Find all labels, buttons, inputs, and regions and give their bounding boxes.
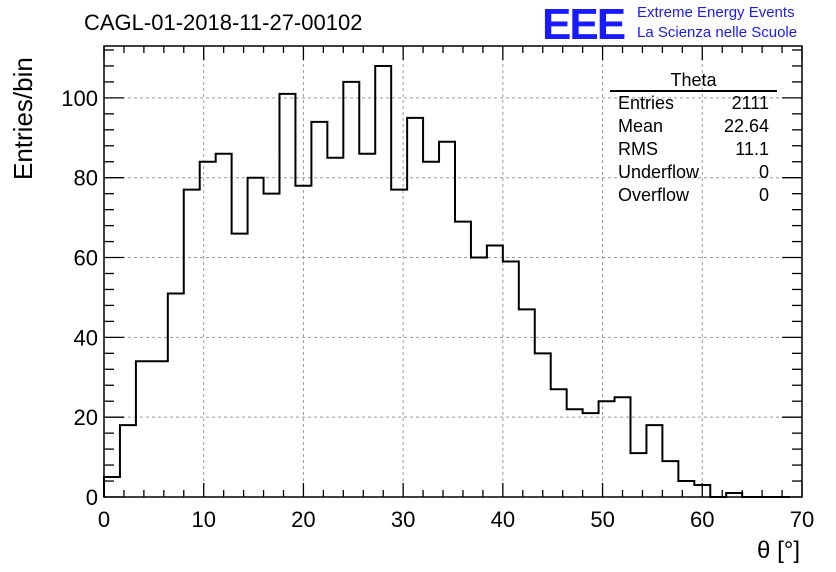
histogram-bin — [232, 234, 248, 497]
histogram-bin — [359, 154, 375, 497]
stats-label: Mean — [618, 116, 664, 136]
x-tick-label: 20 — [291, 507, 315, 532]
histogram-bin — [375, 66, 391, 497]
histogram-bin — [487, 246, 503, 497]
stats-value: 0 — [758, 162, 769, 182]
histogram-bin — [662, 461, 678, 497]
histogram-bin — [439, 142, 455, 497]
histogram-bin — [471, 258, 487, 497]
histogram-bin — [391, 190, 407, 497]
logo-caption: Extreme Energy Events La Scienza nelle S… — [637, 3, 797, 43]
y-tick-label: 40 — [74, 325, 98, 350]
stats-label: RMS — [618, 139, 658, 159]
histogram-bin — [646, 425, 662, 497]
histogram-bin — [503, 262, 519, 497]
x-tick-label: 30 — [391, 507, 415, 532]
histogram-bin — [104, 477, 120, 497]
chart-title: CAGL-01-2018-11-27-00102 — [84, 10, 363, 35]
histogram-bin — [583, 413, 599, 497]
logo-line-2: La Scienza nelle Scuole — [637, 24, 798, 41]
histogram-bin — [120, 425, 136, 497]
histogram-bin — [200, 162, 216, 497]
histogram-bin — [599, 401, 615, 497]
stats-label: Underflow — [618, 162, 700, 182]
x-tick-label: 60 — [690, 507, 714, 532]
stats-value: 22.64 — [723, 116, 769, 136]
x-tick-label: 10 — [191, 507, 215, 532]
x-tick-label: 40 — [491, 507, 515, 532]
y-tick-label: 80 — [74, 166, 98, 191]
x-axis-label: θ [°] — [757, 537, 800, 564]
x-tick-label: 70 — [790, 507, 814, 532]
stats-label: Entries — [618, 93, 675, 113]
stats-box: Theta Entries 2111 Mean 22.64 RMS 11.1 Unde… — [610, 70, 777, 207]
stats-value: 0 — [758, 185, 769, 205]
y-axis-label: Entries/bin — [8, 57, 38, 180]
histogram-bin — [407, 118, 423, 497]
eee-logo: EEE — [542, 0, 626, 49]
stats-row-mean: Mean 22.64 — [610, 115, 777, 138]
histogram-bin — [311, 122, 327, 497]
x-tick-label: 50 — [590, 507, 614, 532]
histogram-bin — [678, 481, 694, 497]
y-tick-label: 60 — [74, 246, 98, 271]
histogram-bin — [216, 154, 232, 497]
histogram-bin — [535, 353, 551, 497]
stats-row-underflow: Underflow 0 — [610, 161, 777, 184]
histogram-bin — [551, 389, 567, 497]
histogram-bin — [423, 162, 439, 497]
x-tick-label: 0 — [98, 507, 110, 532]
stats-title: Theta — [610, 70, 777, 92]
y-tick-label: 100 — [61, 86, 98, 111]
stats-value: 2111 — [731, 93, 769, 113]
logo-line-1: Extreme Energy Events — [637, 4, 795, 21]
axis-ticks — [103, 46, 803, 498]
histogram-bin — [343, 82, 359, 497]
stats-row-overflow: Overflow 0 — [610, 184, 777, 207]
histogram-bin — [264, 194, 280, 497]
plot-frame — [103, 45, 803, 498]
histogram-bin — [184, 190, 200, 497]
histogram-bin — [168, 293, 184, 497]
histogram-bin — [279, 94, 295, 497]
histogram-bin — [152, 361, 168, 497]
stats-label: Overflow — [618, 185, 690, 205]
stats-row-entries: Entries 2111 — [610, 92, 777, 115]
stats-row-rms: RMS 11.1 — [610, 138, 777, 161]
tick-labels: 0 10 20 30 40 50 60 70 0 20 40 60 80 100 — [61, 86, 814, 532]
histogram-bin — [615, 397, 631, 497]
y-tick-label: 0 — [86, 485, 98, 510]
stats-value: 11.1 — [735, 139, 769, 159]
histogram-bin — [630, 453, 646, 497]
grid-lines — [104, 46, 802, 497]
histogram-bin — [567, 409, 583, 497]
histogram-bin — [327, 158, 343, 497]
histogram-bin — [455, 222, 471, 497]
histogram-outline — [103, 64, 791, 498]
histogram-bin — [136, 361, 152, 497]
y-tick-label: 20 — [74, 405, 98, 430]
